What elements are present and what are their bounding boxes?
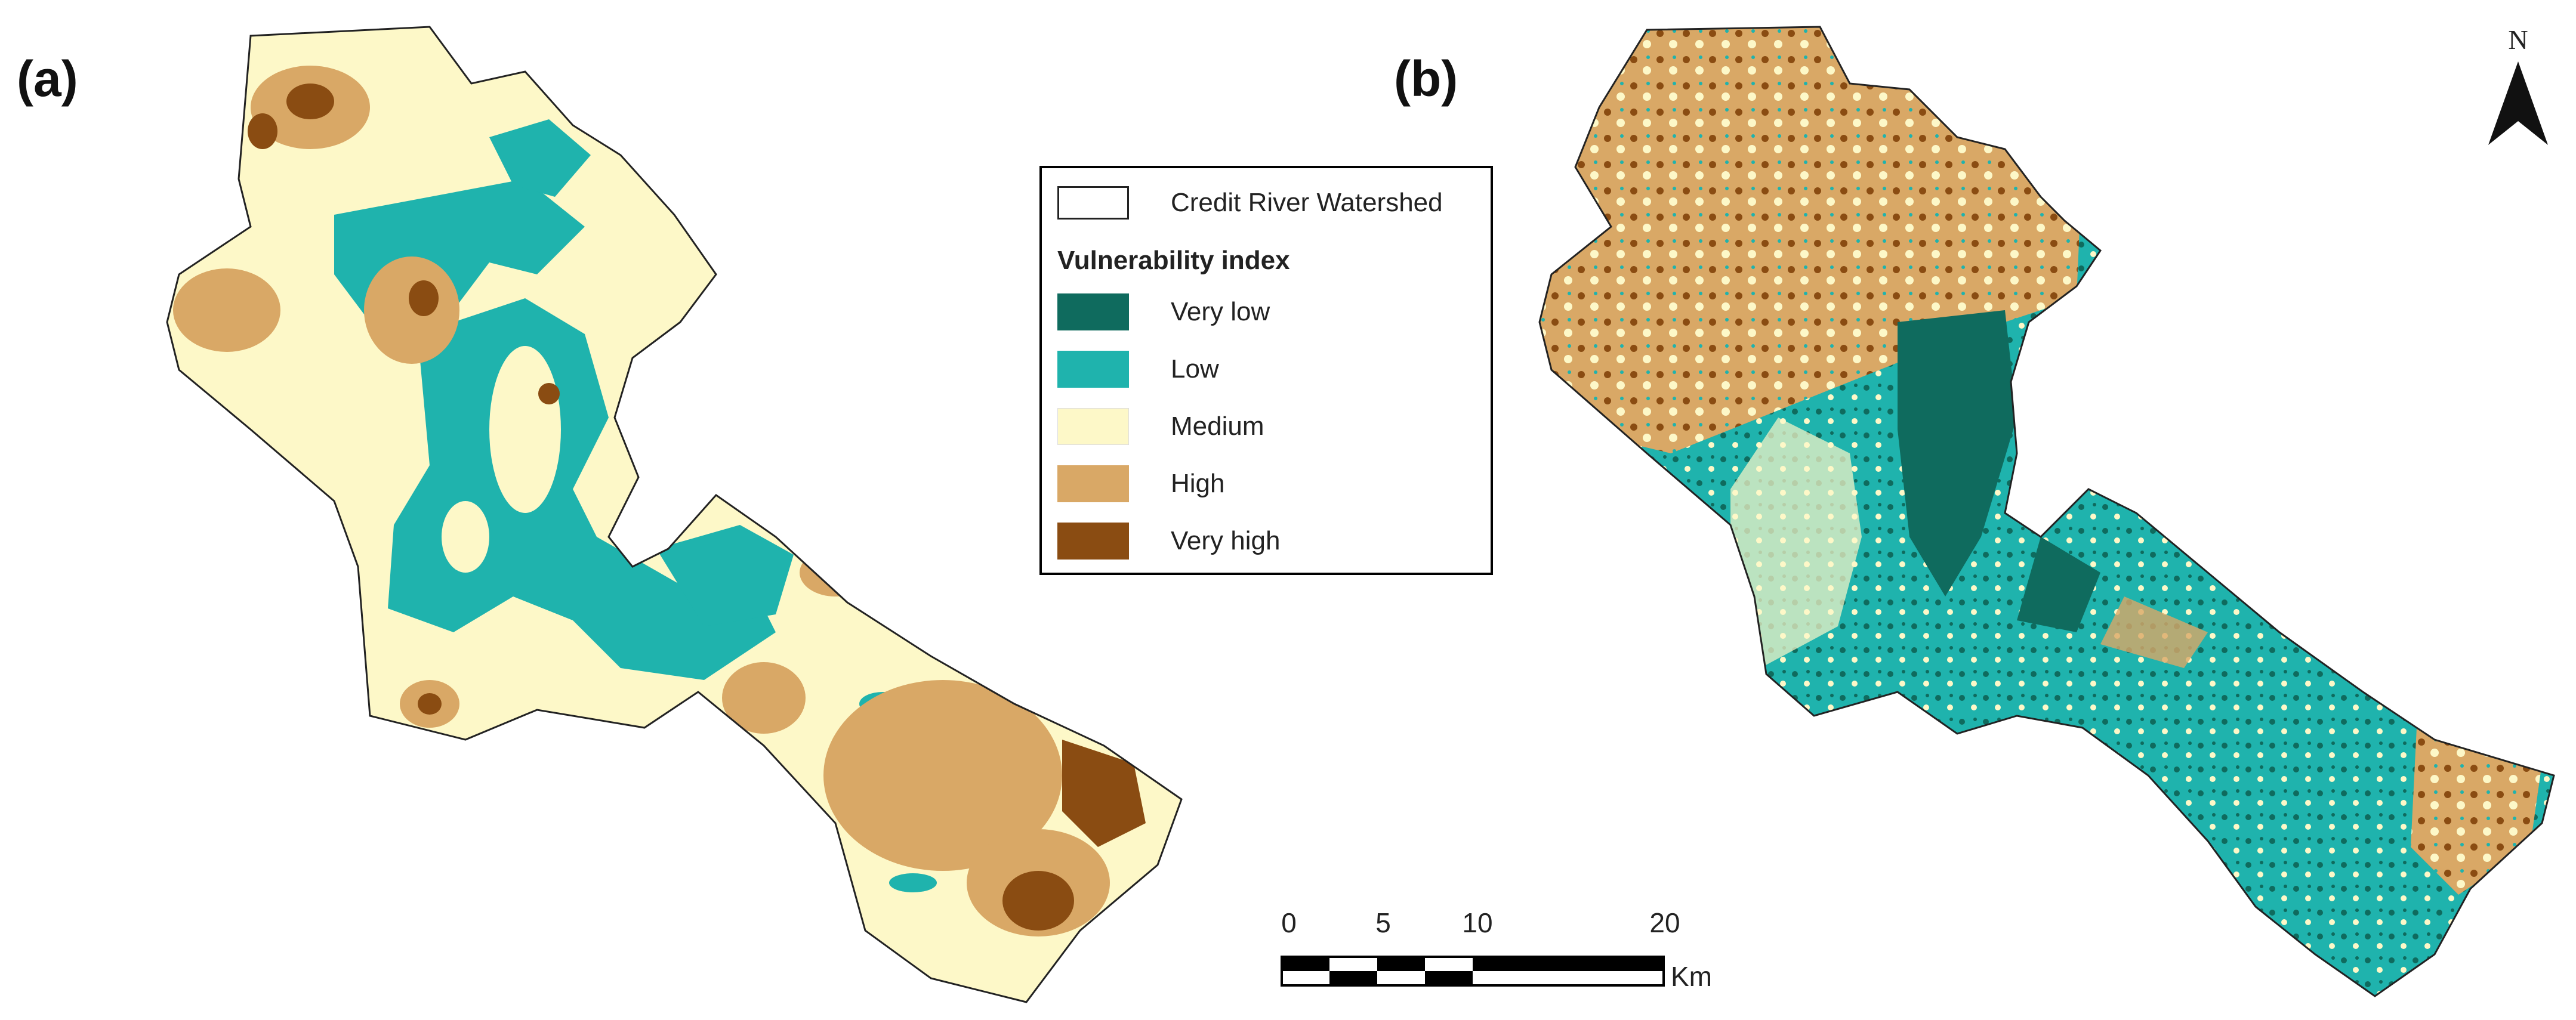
legend-class-very-low: Very low — [1057, 293, 1270, 330]
north-label: N — [2508, 24, 2528, 55]
panel-label-b: (b) — [1394, 51, 1458, 107]
low-swatch — [1057, 351, 1129, 388]
north-arrow-icon — [2488, 61, 2548, 145]
legend-boundary-label: Credit River Watershed — [1171, 188, 1443, 217]
legend-class-low: Low — [1057, 351, 1219, 388]
panel-label-a: (a) — [17, 51, 78, 107]
legend-class-very-high: Very high — [1057, 523, 1280, 560]
very-low-swatch — [1057, 293, 1129, 330]
legend-title: Vulnerability index — [1057, 246, 1290, 275]
map-legend: Credit River Watershed Vulnerability ind… — [1039, 166, 1493, 575]
high-swatch — [1057, 465, 1129, 502]
legend-label: Medium — [1171, 412, 1264, 441]
scale-unit: Km — [1671, 961, 1712, 992]
boundary-swatch — [1057, 186, 1129, 220]
legend-class-medium: Medium — [1057, 408, 1264, 445]
very-high-swatch — [1057, 523, 1129, 560]
medium-swatch — [1057, 408, 1129, 445]
legend-label: High — [1171, 469, 1225, 498]
legend-label: Low — [1171, 354, 1219, 384]
scale-tick: 10 — [1462, 907, 1493, 938]
scale-bar-graphic — [1281, 956, 1665, 987]
legend-class-high: High — [1057, 465, 1225, 502]
north-arrow: N — [2482, 24, 2554, 154]
legend-label: Very low — [1171, 297, 1270, 326]
legend-label: Very high — [1171, 526, 1281, 555]
legend-boundary-row: Credit River Watershed — [1057, 186, 1443, 220]
scale-tick: 0 — [1281, 907, 1297, 938]
scale-tick: 20 — [1649, 907, 1680, 938]
scale-tick: 5 — [1375, 907, 1391, 938]
